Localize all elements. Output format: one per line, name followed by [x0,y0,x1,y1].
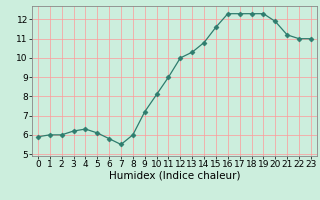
X-axis label: Humidex (Indice chaleur): Humidex (Indice chaleur) [109,171,240,181]
